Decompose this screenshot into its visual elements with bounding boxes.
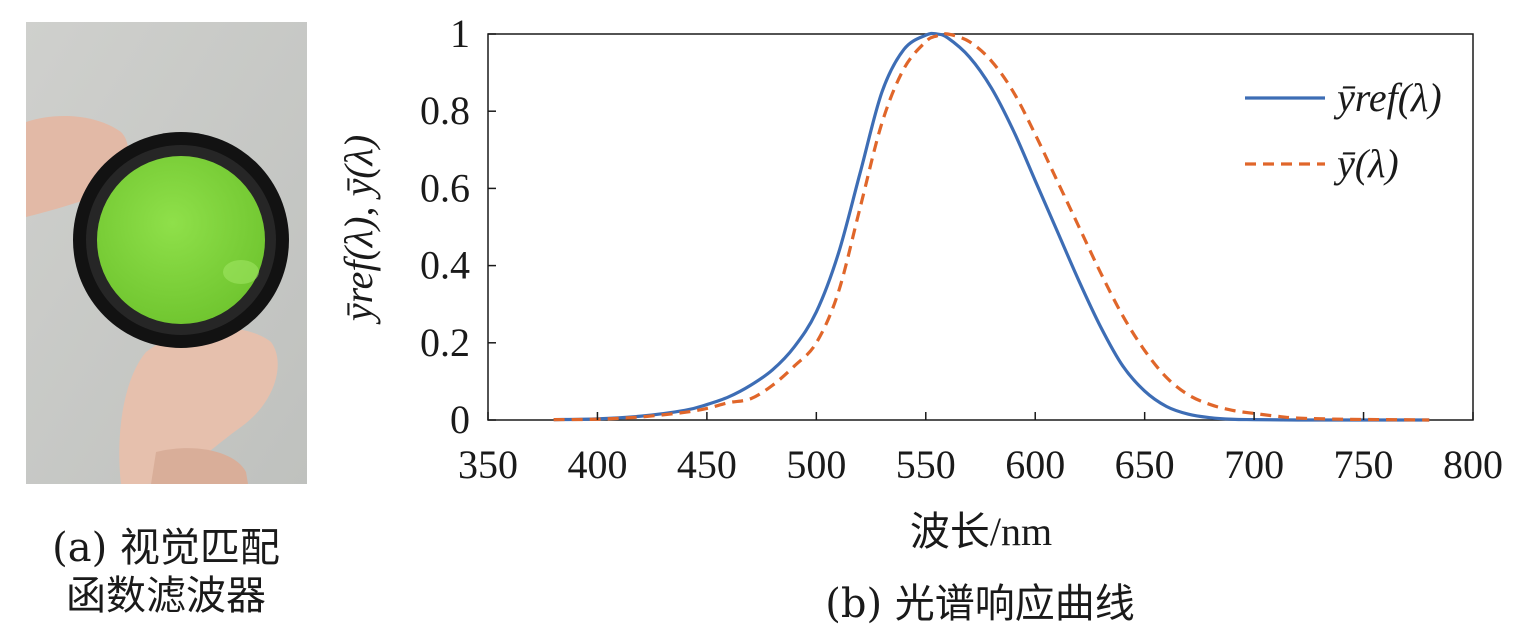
thumb — [119, 328, 278, 484]
y-tick-label: 0.8 — [420, 88, 470, 133]
caption-a: (a) 视觉匹配 函数滤波器 — [10, 524, 322, 620]
plot-frame — [487, 33, 1474, 421]
x-tick-label: 350 — [458, 442, 518, 487]
caption-b: (b) 光谱响应曲线 — [825, 581, 1135, 627]
caption-a-line2: 函数滤波器 — [66, 573, 266, 619]
y-tick-label: 0.6 — [420, 165, 470, 210]
series-line-y — [553, 32, 1430, 422]
glass-highlight — [223, 260, 259, 284]
caption-a-line1: (a) 视觉匹配 — [52, 525, 280, 571]
y-tick-label: 0 — [450, 397, 470, 442]
series-line-yref — [553, 31, 1430, 422]
y-tick-label: 0.4 — [420, 243, 470, 288]
legend-label: ȳ(λ) — [1333, 141, 1399, 186]
x-tick-label: 750 — [1334, 442, 1394, 487]
y-tick-label: 1 — [450, 11, 470, 56]
x-tick-label: 650 — [1115, 442, 1175, 487]
y-tick-label: 0.2 — [420, 320, 470, 365]
x-tick-label: 500 — [786, 442, 846, 487]
x-tick-label: 400 — [567, 442, 627, 487]
x-axis-label: 波长/nm — [910, 509, 1052, 554]
y-axis-label: ȳref(λ), ȳ(λ) — [336, 135, 381, 325]
x-tick-label: 700 — [1224, 442, 1284, 487]
legend-label: ȳref(λ) — [1333, 75, 1442, 120]
x-tick-label: 450 — [677, 442, 737, 487]
filter-glass — [97, 156, 265, 324]
lower-finger — [151, 448, 248, 484]
filter-photo — [26, 22, 307, 484]
y-axis-label-text: ȳref(λ), ȳ(λ) — [336, 135, 381, 325]
x-tick-label: 800 — [1443, 442, 1503, 487]
x-tick-label: 600 — [1005, 442, 1065, 487]
x-tick-label: 550 — [896, 442, 956, 487]
